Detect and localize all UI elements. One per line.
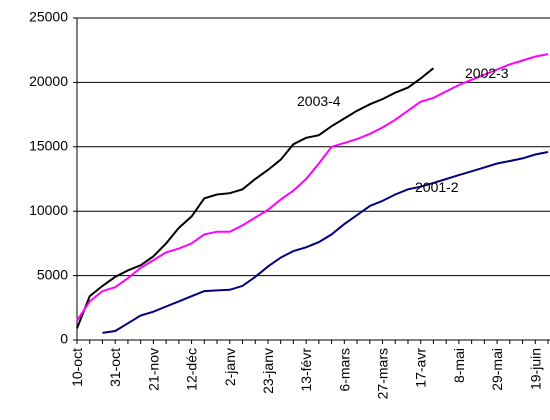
series-line	[76, 67, 435, 329]
y-tick-label: 20000	[29, 73, 68, 89]
x-tick-label: 6-mars	[336, 348, 352, 392]
x-tick-label: 23-janv	[260, 348, 276, 394]
x-tick-label: 21-nov	[145, 348, 161, 391]
y-tick-label: 10000	[29, 202, 68, 218]
series-label: 2002-3	[465, 65, 509, 81]
x-tick-label: 12-déc	[184, 348, 200, 391]
x-tick-label: 31-oct	[107, 348, 123, 387]
x-tick-label: 17-avr	[413, 348, 429, 388]
y-tick-label: 25000	[29, 9, 68, 25]
series-label: 2001-2	[415, 179, 459, 195]
x-tick-label: 29-mai	[489, 348, 505, 391]
x-tick-label: 19-juin	[527, 348, 543, 390]
y-tick-label: 5000	[37, 266, 68, 282]
x-tick-label: 10-oct	[69, 348, 85, 387]
y-tick-label: 0	[60, 331, 68, 347]
x-tick-label: 2-janv	[222, 348, 238, 386]
y-tick-label: 15000	[29, 138, 68, 154]
series-label: 2003-4	[297, 93, 341, 109]
series-line	[76, 53, 549, 322]
x-tick-label: 13-févr	[298, 348, 314, 392]
x-tick-label: 8-mai	[451, 348, 467, 383]
series-line	[102, 151, 549, 334]
x-tick-label: 27-mars	[375, 348, 391, 399]
